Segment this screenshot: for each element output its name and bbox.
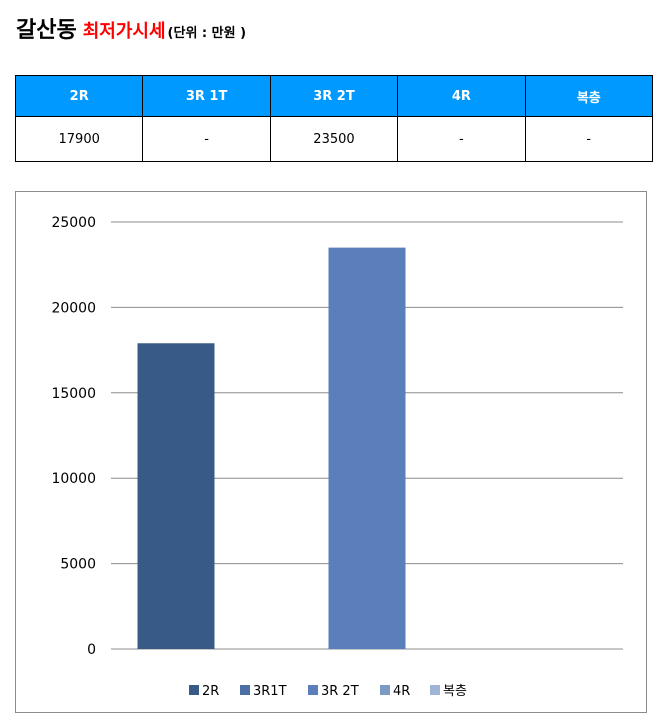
- y-tick-label: 0: [87, 642, 96, 658]
- table-cell: 17900: [14, 116, 144, 162]
- legend-label: 3R 2T: [321, 684, 359, 699]
- location-name: 갈산동: [16, 18, 77, 43]
- table-header-cell: 3R 1T: [142, 75, 271, 117]
- legend-label: 2R: [202, 684, 219, 699]
- y-tick-label: 10000: [51, 471, 96, 487]
- table-cell: -: [524, 116, 654, 162]
- y-tick-label: 20000: [51, 300, 96, 316]
- legend-swatch: [240, 685, 250, 695]
- y-tick-label: 25000: [51, 215, 96, 231]
- table-cell: 23500: [269, 116, 399, 162]
- chart-canvas: 25000 20000 15000 10000 5000 0 2R 3R1T 3R 2T 4R 복층: [51, 215, 623, 699]
- legend-swatch: [380, 685, 390, 695]
- bar-2r: [137, 343, 215, 649]
- table-cell: -: [142, 116, 271, 162]
- price-table: 2R 3R 1T 3R 2T 4R 복층 17900 - 23500 - -: [14, 75, 654, 162]
- table-header-cell: 3R 2T: [269, 75, 399, 117]
- table-header-cell: 2R: [14, 75, 144, 117]
- legend-swatch: [308, 685, 318, 695]
- table-header-cell: 4R: [397, 75, 526, 117]
- legend-label: 복층: [443, 684, 467, 699]
- table-header-row: 2R 3R 1T 3R 2T 4R 복층: [14, 75, 654, 117]
- y-tick-label: 5000: [60, 557, 96, 573]
- unit-label: (단위 : 만원 ): [167, 26, 247, 41]
- table-cell: -: [397, 116, 526, 162]
- bar-3r2t: [328, 247, 406, 649]
- table-row: 17900 - 23500 - -: [14, 116, 654, 162]
- legend-label: 4R: [393, 684, 410, 699]
- page-title: 갈산동 최저가시세 (단위 : 만원 ): [16, 12, 246, 44]
- legend-swatch: [430, 685, 440, 695]
- legend-label: 3R1T: [253, 684, 287, 699]
- y-tick-label: 15000: [51, 386, 96, 402]
- table-header-cell: 복층: [524, 75, 654, 117]
- legend-swatch: [189, 685, 199, 695]
- bar-chart: 25000 20000 15000 10000 5000 0 2R 3R1T 3R 2T 4R 복층: [15, 191, 647, 713]
- price-type-label: 최저가시세: [82, 21, 166, 42]
